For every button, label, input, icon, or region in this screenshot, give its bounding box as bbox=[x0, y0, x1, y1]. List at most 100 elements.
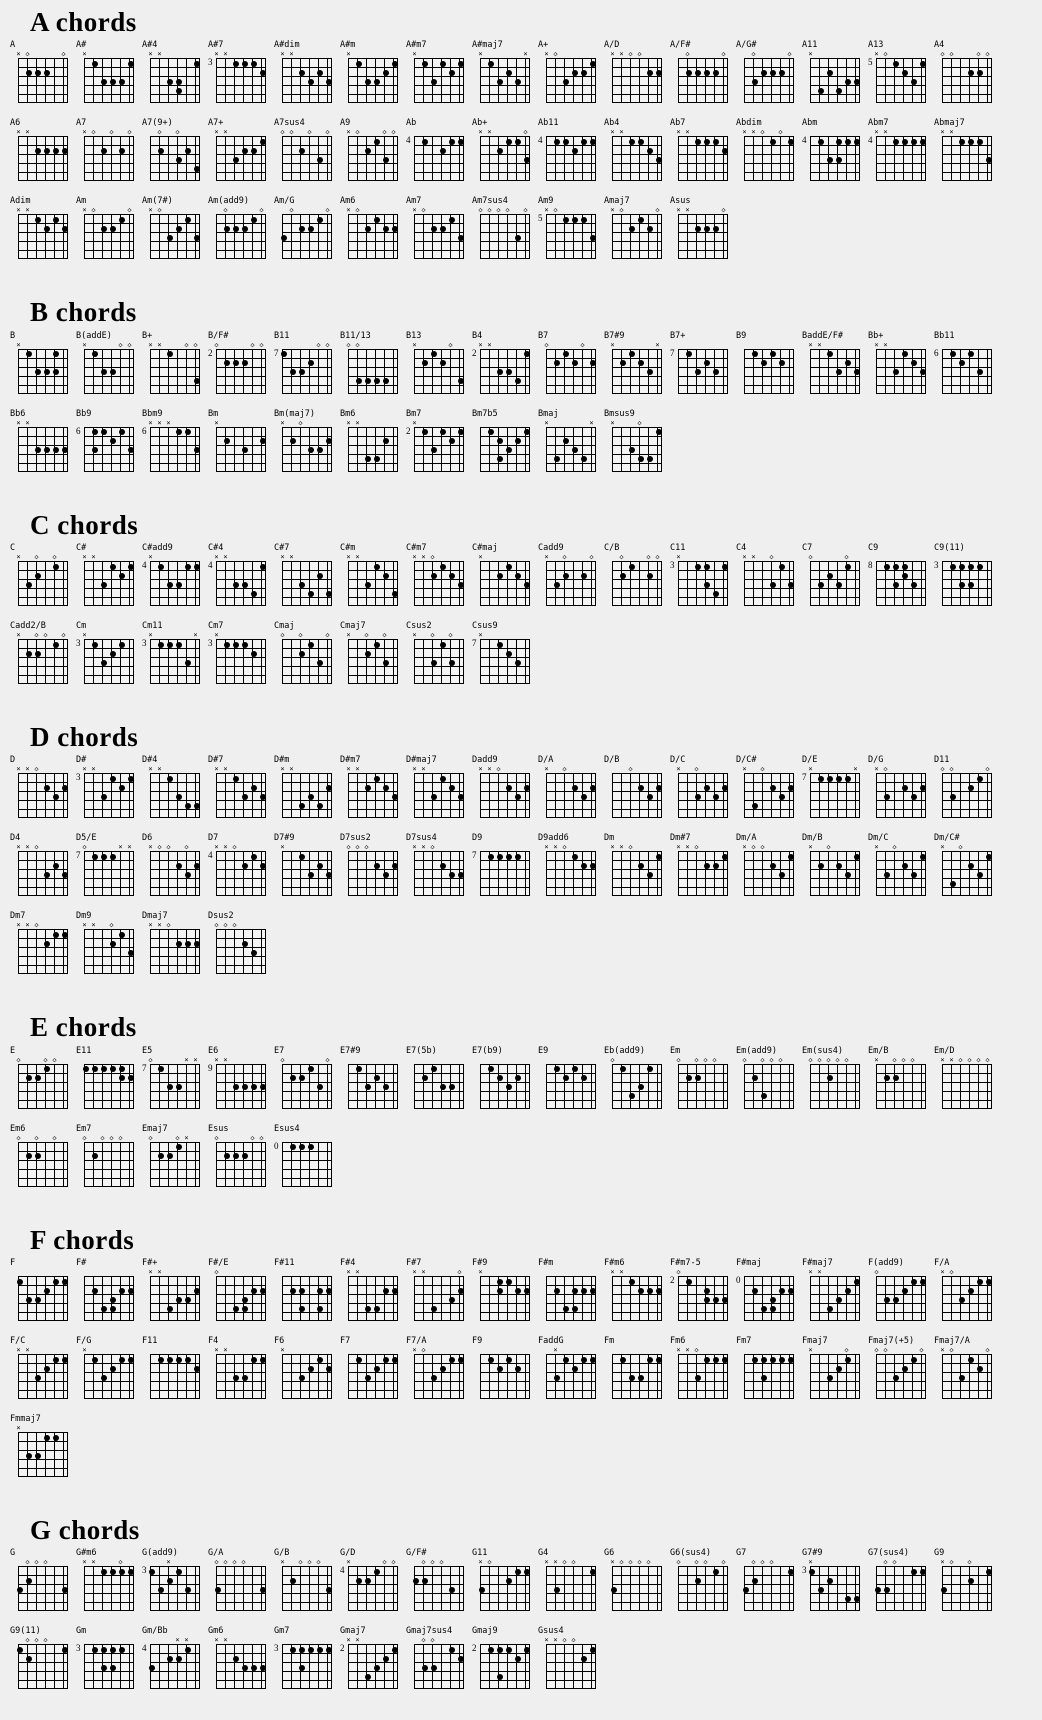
chord-diagram[interactable]: E7(5b) bbox=[406, 1046, 472, 1116]
chord-diagram[interactable]: D#m × × bbox=[274, 755, 340, 825]
chord-diagram[interactable]: A11 × bbox=[802, 40, 868, 110]
chord-diagram[interactable]: F7 bbox=[340, 1336, 406, 1406]
chord-diagram[interactable]: Am(add9) ◇ ◇ bbox=[208, 196, 274, 266]
chord-diagram[interactable]: Bm7b5 bbox=[472, 409, 538, 479]
chord-diagram[interactable]: Am7 × ◇ bbox=[406, 196, 472, 266]
chord-diagram[interactable]: Bb6 × × bbox=[10, 409, 76, 479]
chord-diagram[interactable]: D/C# × ◇ bbox=[736, 755, 802, 825]
chord-diagram[interactable]: G/D × ◇ ◇ 4 bbox=[340, 1548, 406, 1618]
chord-diagram[interactable]: Bm(maj7) × ◇ bbox=[274, 409, 340, 479]
chord-diagram[interactable]: C#maj × bbox=[472, 543, 538, 613]
chord-diagram[interactable]: B/F# ◇ ◇ ◇ 2 bbox=[208, 331, 274, 401]
chord-diagram[interactable]: Am7sus4 ◇ ◇ ◇ ◇ ◇ bbox=[472, 196, 538, 266]
chord-diagram[interactable]: Dm × × ◇ bbox=[604, 833, 670, 903]
chord-diagram[interactable]: B11 ◇ ◇ 7 bbox=[274, 331, 340, 401]
chord-diagram[interactable]: Am × ◇ ◇ bbox=[76, 196, 142, 266]
chord-diagram[interactable]: D7sus4 × × ◇ bbox=[406, 833, 472, 903]
chord-diagram[interactable]: C#4 × × 4 bbox=[208, 543, 274, 613]
chord-diagram[interactable]: Gmaj9 2 bbox=[472, 1626, 538, 1696]
chord-diagram[interactable]: E7(b9) bbox=[472, 1046, 538, 1116]
chord-diagram[interactable]: G6 × ◇ ◇ ◇ ◇ bbox=[604, 1548, 670, 1618]
chord-diagram[interactable]: D#7 × × bbox=[208, 755, 274, 825]
chord-diagram[interactable]: F#m bbox=[538, 1258, 604, 1328]
chord-diagram[interactable]: Dm9 × × ◇ bbox=[76, 911, 142, 981]
chord-diagram[interactable]: G9 × ◇ ◇ bbox=[934, 1548, 1000, 1618]
chord-diagram[interactable]: Ab11 4 bbox=[538, 118, 604, 188]
chord-diagram[interactable]: Bmsus9 × ◇ bbox=[604, 409, 670, 479]
chord-diagram[interactable]: G/A ◇ ◇ ◇ ◇ bbox=[208, 1548, 274, 1618]
chord-diagram[interactable]: Gsus4 × × ◇ ◇ bbox=[538, 1626, 604, 1696]
chord-diagram[interactable]: Ab7 × × bbox=[670, 118, 736, 188]
chord-diagram[interactable]: Em(sus4) ◇ ◇ ◇ ◇ ◇ bbox=[802, 1046, 868, 1116]
chord-diagram[interactable]: A7(9+) ◇ ◇ bbox=[142, 118, 208, 188]
chord-diagram[interactable]: Asus × × ◇ bbox=[670, 196, 736, 266]
chord-diagram[interactable]: Bmaj × × bbox=[538, 409, 604, 479]
chord-diagram[interactable]: D/A × ◇ bbox=[538, 755, 604, 825]
chord-diagram[interactable]: Bm6 × × bbox=[340, 409, 406, 479]
chord-diagram[interactable]: Abdim × × ◇ ◇ bbox=[736, 118, 802, 188]
chord-diagram[interactable]: F/C × × bbox=[10, 1336, 76, 1406]
chord-diagram[interactable]: Fmaj7(+5) ◇ ◇ ◇ bbox=[868, 1336, 934, 1406]
chord-diagram[interactable]: Dm/C# × ◇ bbox=[934, 833, 1000, 903]
chord-diagram[interactable]: Dm/C × ◇ bbox=[868, 833, 934, 903]
chord-diagram[interactable]: A7+ × × bbox=[208, 118, 274, 188]
chord-diagram[interactable]: E7#9 bbox=[340, 1046, 406, 1116]
chord-diagram[interactable]: D × × ◇ bbox=[10, 755, 76, 825]
chord-diagram[interactable]: Em7 ◇ ◇ ◇ ◇ bbox=[76, 1124, 142, 1194]
chord-diagram[interactable]: A#4 × × bbox=[142, 40, 208, 110]
chord-diagram[interactable]: A × ◇ ◇ bbox=[10, 40, 76, 110]
chord-diagram[interactable]: C#m7 × × ◇ bbox=[406, 543, 472, 613]
chord-diagram[interactable]: E5 ◇ × × 7 bbox=[142, 1046, 208, 1116]
chord-diagram[interactable]: E11 bbox=[76, 1046, 142, 1116]
chord-diagram[interactable]: G7#9 × 3 bbox=[802, 1548, 868, 1618]
chord-diagram[interactable]: Gmaj7 × × 2 bbox=[340, 1626, 406, 1696]
chord-diagram[interactable]: D9add6 × × ◇ bbox=[538, 833, 604, 903]
chord-diagram[interactable]: FaddG × bbox=[538, 1336, 604, 1406]
chord-diagram[interactable]: G6(sus4) ◇ ◇ ◇ ◇ bbox=[670, 1548, 736, 1618]
chord-diagram[interactable]: Fmaj7 × ◇ bbox=[802, 1336, 868, 1406]
chord-diagram[interactable]: Bb9 6 bbox=[76, 409, 142, 479]
chord-diagram[interactable]: D/C × ◇ bbox=[670, 755, 736, 825]
chord-diagram[interactable]: C9(11) 3 bbox=[934, 543, 1000, 613]
chord-diagram[interactable]: Dm/A × ◇ ◇ bbox=[736, 833, 802, 903]
chord-diagram[interactable]: G11 × ◇ bbox=[472, 1548, 538, 1618]
chord-diagram[interactable]: Cmaj ◇ ◇ ◇ bbox=[274, 621, 340, 691]
chord-diagram[interactable]: G(add9) × 3 bbox=[142, 1548, 208, 1618]
chord-diagram[interactable]: Dm/B × ◇ bbox=[802, 833, 868, 903]
chord-diagram[interactable]: B13 × ◇ bbox=[406, 331, 472, 401]
chord-diagram[interactable]: A6 × × bbox=[10, 118, 76, 188]
chord-diagram[interactable]: F4 × × bbox=[208, 1336, 274, 1406]
chord-diagram[interactable]: A4 ◇ ◇ ◇ ◇ bbox=[934, 40, 1000, 110]
chord-diagram[interactable]: C9 8 bbox=[868, 543, 934, 613]
chord-diagram[interactable]: A7sus4 ◇ ◇ ◇ ◇ bbox=[274, 118, 340, 188]
chord-diagram[interactable]: Gm/Bb × × 4 bbox=[142, 1626, 208, 1696]
chord-diagram[interactable]: Csus9 × 7 bbox=[472, 621, 538, 691]
chord-diagram[interactable]: C × ◇ ◇ bbox=[10, 543, 76, 613]
chord-diagram[interactable]: F9 bbox=[472, 1336, 538, 1406]
chord-diagram[interactable]: D/B ◇ bbox=[604, 755, 670, 825]
chord-diagram[interactable]: A#7 × × 3 bbox=[208, 40, 274, 110]
chord-diagram[interactable]: D4 × × ◇ bbox=[10, 833, 76, 903]
chord-diagram[interactable]: Bb11 6 bbox=[934, 331, 1000, 401]
chord-diagram[interactable]: C7 ◇ ◇ bbox=[802, 543, 868, 613]
chord-diagram[interactable]: D5/E ◇ × × 7 bbox=[76, 833, 142, 903]
chord-diagram[interactable]: Abmaj7 × × bbox=[934, 118, 1000, 188]
chord-diagram[interactable]: G4 × × ◇ ◇ bbox=[538, 1548, 604, 1618]
chord-diagram[interactable]: A+ × ◇ bbox=[538, 40, 604, 110]
chord-diagram[interactable]: D11 ◇ ◇ ◇ bbox=[934, 755, 1000, 825]
chord-diagram[interactable]: B7 ◇ ◇ bbox=[538, 331, 604, 401]
chord-diagram[interactable]: G7(sus4) ◇ ◇ bbox=[868, 1548, 934, 1618]
chord-diagram[interactable]: Emaj7 ◇ ◇ × bbox=[142, 1124, 208, 1194]
chord-diagram[interactable]: C11 × 3 bbox=[670, 543, 736, 613]
chord-diagram[interactable]: D7#9 × bbox=[274, 833, 340, 903]
chord-diagram[interactable]: F bbox=[10, 1258, 76, 1328]
chord-diagram[interactable]: Fmmaj7 × bbox=[10, 1414, 76, 1484]
chord-diagram[interactable]: A#maj7 × × bbox=[472, 40, 538, 110]
chord-diagram[interactable]: B × bbox=[10, 331, 76, 401]
chord-diagram[interactable]: Fm7 bbox=[736, 1336, 802, 1406]
chord-diagram[interactable]: Em/B × ◇ ◇ ◇ bbox=[868, 1046, 934, 1116]
chord-diagram[interactable]: C#add9 × 4 bbox=[142, 543, 208, 613]
chord-diagram[interactable]: Dadd9 × × ◇ bbox=[472, 755, 538, 825]
chord-diagram[interactable]: F#m6 × × bbox=[604, 1258, 670, 1328]
chord-diagram[interactable]: Gmaj7sus4 ◇ ◇ bbox=[406, 1626, 472, 1696]
